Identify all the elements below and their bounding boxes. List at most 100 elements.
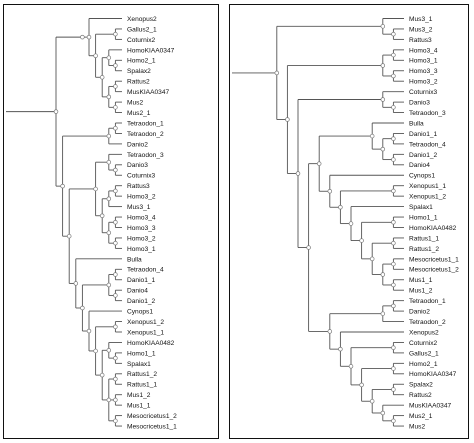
node-marker bbox=[113, 188, 118, 194]
node-marker bbox=[113, 376, 118, 382]
leaf-label: Spalax1 bbox=[409, 204, 433, 211]
leaf-label: Mesocricetus1_2 bbox=[127, 413, 177, 420]
leaf-label: HomoKIAA0482 bbox=[127, 340, 175, 347]
leaf-label: Homo3_1 bbox=[409, 58, 438, 65]
leaf-label: Spalax2 bbox=[409, 382, 433, 389]
leaf-label: Mus1_1 bbox=[409, 277, 433, 284]
node-marker bbox=[391, 136, 396, 141]
leaf-label: Mus2_1 bbox=[127, 110, 151, 117]
node-marker bbox=[391, 418, 396, 424]
node-marker bbox=[60, 183, 65, 189]
node-marker bbox=[348, 221, 354, 226]
leaf-label: Tetraodon_3 bbox=[127, 152, 164, 159]
node-marker bbox=[113, 355, 118, 361]
node-marker bbox=[316, 161, 322, 166]
leaf-label: Tetraodon_2 bbox=[127, 131, 164, 138]
leaf-label: Rattus3 bbox=[127, 183, 150, 190]
node-marker bbox=[113, 418, 118, 424]
node-marker bbox=[391, 387, 396, 392]
leaf-label: Danio1_2 bbox=[409, 152, 438, 159]
leaf-label: HomoKIAA0347 bbox=[409, 371, 457, 378]
tree-panel-right: Mus3_1 Mus3_2 Rattus3 Homo3_4 Homo3_1 Homo3_3… bbox=[229, 4, 469, 439]
node-marker bbox=[99, 372, 105, 378]
node-marker bbox=[113, 125, 118, 131]
leaf-label: Homo3_2 bbox=[127, 194, 156, 201]
node-marker bbox=[106, 282, 112, 288]
node-marker bbox=[391, 188, 396, 194]
leaf-labels: Mus3_1 Mus3_2 Rattus3 Homo3_4 Homo3_1 Homo3_3… bbox=[409, 16, 459, 431]
leaf-label: Mus3_1 bbox=[409, 16, 433, 23]
node-marker bbox=[380, 410, 386, 416]
leaf-label: Homo2_1 bbox=[409, 361, 438, 368]
leaf-label: Mus2_1 bbox=[409, 413, 433, 420]
node-marker bbox=[106, 348, 112, 353]
leaf-label: Danio1_1 bbox=[127, 277, 156, 284]
node-marker bbox=[391, 31, 396, 37]
node-marker bbox=[380, 146, 386, 152]
node-marker bbox=[113, 84, 118, 89]
node-marker bbox=[391, 157, 396, 162]
leaf-labels: Xenopus2 Gallus2_1 Coturnix2 HomoKIAA0347 Ho… bbox=[127, 16, 177, 431]
leaf-label: Mus3_1 bbox=[127, 204, 151, 211]
node-marker bbox=[113, 324, 118, 330]
leaf-label: HomoKIAA0482 bbox=[409, 225, 457, 232]
node-marker bbox=[338, 205, 343, 210]
node-marker bbox=[113, 240, 118, 246]
leaf-label: Mus1_1 bbox=[127, 403, 151, 410]
node-marker bbox=[113, 397, 118, 403]
leaf-label: Coturnix2 bbox=[409, 340, 438, 347]
phylogenetic-tree-right: Mus3_1 Mus3_2 Rattus3 Homo3_4 Homo3_1 Homo3_3… bbox=[232, 16, 459, 431]
node-marker bbox=[53, 109, 59, 114]
node-marker bbox=[99, 75, 105, 80]
node-marker bbox=[274, 70, 280, 76]
node-marker bbox=[327, 329, 333, 334]
leaf-label: Rattus1_2 bbox=[409, 246, 439, 253]
node-marker bbox=[113, 63, 118, 68]
leaf-label: Mus3_2 bbox=[409, 26, 433, 33]
node-marker bbox=[338, 346, 343, 352]
leaf-label: Coturnix3 bbox=[127, 173, 156, 180]
node-marker bbox=[391, 345, 396, 350]
node-marker bbox=[295, 171, 301, 176]
node-marker bbox=[380, 272, 386, 277]
node-marker bbox=[106, 397, 112, 403]
node-marker bbox=[391, 73, 396, 79]
tree-edges bbox=[6, 18, 122, 427]
leaf-label: Xenopus1_1 bbox=[127, 329, 164, 336]
leaf-label: Tetraodon_1 bbox=[409, 298, 446, 305]
node-marker bbox=[113, 220, 118, 225]
leaf-label: Bulla bbox=[127, 256, 142, 263]
leaf-label: Homo1_1 bbox=[127, 350, 156, 357]
node-marker bbox=[391, 261, 396, 267]
leaf-label: Rattus1_2 bbox=[127, 371, 157, 378]
leaf-label: Gallus2_1 bbox=[409, 350, 439, 357]
node-marker bbox=[80, 34, 85, 40]
leaf-label: Gallus2_1 bbox=[127, 26, 157, 33]
leaf-label: MusKIAA0347 bbox=[127, 89, 169, 96]
leaf-label: Danio3 bbox=[127, 162, 148, 169]
tree-panel-left: Xenopus2 Gallus2_1 Coturnix2 HomoKIAA0347 Ho… bbox=[3, 4, 219, 439]
leaf-label: Xenopus1_2 bbox=[127, 319, 164, 326]
node-marker bbox=[391, 282, 396, 288]
node-marker bbox=[391, 240, 396, 246]
leaf-label: Rattus1_1 bbox=[127, 382, 157, 389]
leaf-label: Spalax2 bbox=[127, 68, 151, 75]
node-marker bbox=[66, 233, 72, 239]
node-marker bbox=[86, 34, 92, 40]
leaf-label: Cynops1 bbox=[409, 173, 435, 180]
leaf-label: MusKIAA0347 bbox=[409, 403, 451, 410]
leaf-label: Danio4 bbox=[127, 288, 148, 295]
node-marker bbox=[369, 398, 375, 404]
node-marker bbox=[106, 230, 112, 235]
leaf-label: Mesocricetus1_1 bbox=[409, 256, 459, 263]
leaf-label: Danio2 bbox=[409, 309, 430, 316]
node-marker bbox=[391, 52, 396, 58]
node-marker bbox=[106, 159, 112, 165]
leaf-label: Cynops1 bbox=[127, 309, 153, 316]
leaf-label: Homo3_3 bbox=[127, 225, 156, 232]
node-marker bbox=[106, 133, 112, 139]
leaf-label: Xenopus2 bbox=[409, 329, 439, 336]
leaf-label: Xenopus1_1 bbox=[409, 183, 446, 190]
node-marker bbox=[380, 311, 386, 316]
node-marker bbox=[348, 364, 354, 369]
